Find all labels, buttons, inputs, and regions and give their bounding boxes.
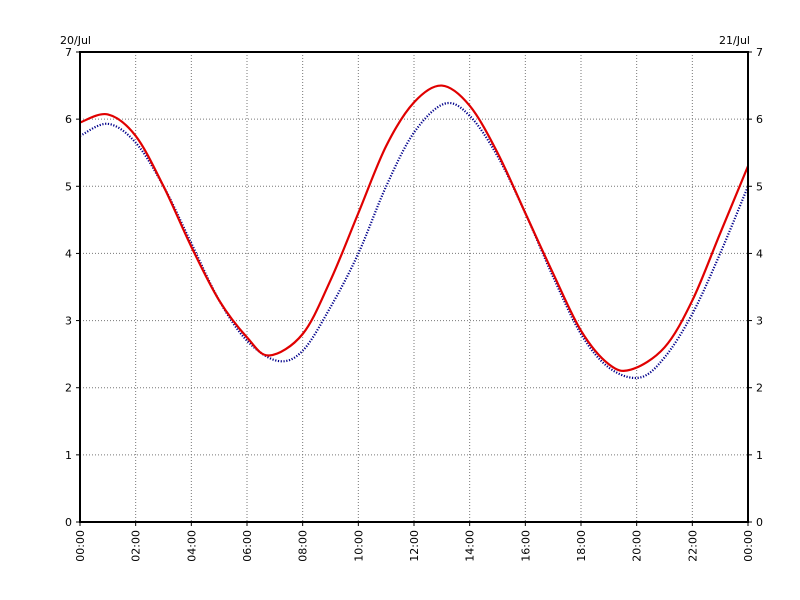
x-tick-label: 22:00 [686, 530, 699, 562]
x-tick-label: 10:00 [352, 530, 365, 562]
x-tick-label: 16:00 [519, 530, 532, 562]
x-tick-label: 02:00 [130, 530, 143, 562]
axes: 00:00 02:00 04:00 06:00 08:00 10:00 12:00 14:00… [65, 46, 763, 562]
x-tick-label: 12:00 [408, 530, 421, 562]
y-tick-label-left: 7 [65, 46, 72, 59]
y-tick-label-left: 3 [65, 315, 72, 328]
date-label-end: 21/Jul [719, 34, 750, 47]
y-tick-label-right: 0 [756, 516, 763, 529]
y-tick-label-right: 7 [756, 46, 763, 59]
y-tick-label-left: 1 [65, 449, 72, 462]
y-tick-label-left: 5 [65, 180, 72, 193]
x-tick-label: 06:00 [241, 530, 254, 562]
series-line-dotted [79, 101, 750, 380]
y-tick-label-left: 4 [65, 247, 72, 260]
x-tick-label: 04:00 [185, 530, 198, 562]
x-tick-label: 08:00 [297, 530, 310, 562]
y-tick-label-left: 0 [65, 516, 72, 529]
y-tick-label-right: 6 [756, 113, 763, 126]
series-layer [79, 84, 750, 380]
y-tick-label-left: 6 [65, 113, 72, 126]
y-tick-label-right: 2 [756, 382, 763, 395]
y-tick-label-right: 3 [756, 315, 763, 328]
gridlines [80, 52, 748, 522]
x-tick-label: 18:00 [575, 530, 588, 562]
x-tick-label: 20:00 [631, 530, 644, 562]
x-tick-label: 00:00 [742, 530, 755, 562]
y-tick-label-right: 5 [756, 180, 763, 193]
x-tick-label: 14:00 [464, 530, 477, 562]
y-tick-label-left: 2 [65, 382, 72, 395]
x-tick-label: 00:00 [74, 530, 87, 562]
y-tick-label-right: 1 [756, 449, 763, 462]
date-label-start: 20/Jul [60, 34, 91, 47]
series-line-solid [79, 84, 750, 372]
y-tick-label-right: 4 [756, 247, 763, 260]
